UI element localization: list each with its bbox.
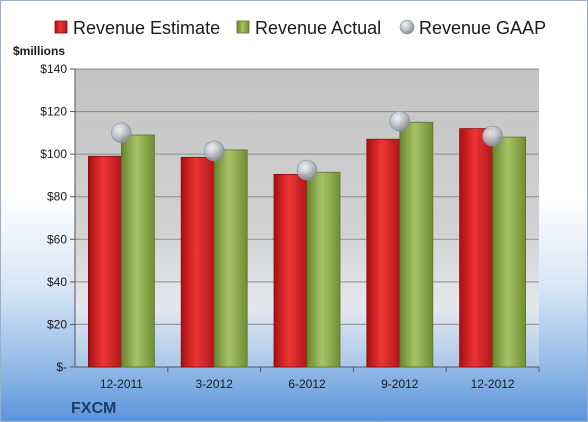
legend-swatch: [236, 20, 250, 34]
bar-revenue-actual: [306, 171, 341, 368]
gaap-markers: [111, 110, 503, 181]
bar-revenue-estimate: [273, 173, 308, 368]
x-tick-label: 3-2012: [196, 377, 234, 391]
bar-revenue-actual: [213, 149, 248, 368]
y-tick-label: $80: [47, 190, 67, 204]
legend-label: Revenue Actual: [255, 18, 381, 38]
bar-revenue-estimate: [366, 138, 401, 368]
legend-label: Revenue GAAP: [419, 18, 546, 38]
marker-revenue-gaap: [111, 122, 132, 144]
x-tick-label: 9-2012: [381, 377, 419, 391]
y-tick-label: $140: [40, 62, 67, 76]
x-axis-ticks: 12-2011 3-2012 6-2012 9-2012 12-2012: [100, 367, 540, 391]
bars: [88, 121, 527, 368]
bar-revenue-actual: [492, 136, 527, 368]
bar-revenue-estimate: [88, 155, 122, 368]
marker-revenue-gaap: [389, 110, 411, 132]
legend-swatch: [54, 20, 68, 34]
bar-revenue-estimate: [180, 156, 215, 368]
y-tick-label: $20: [47, 317, 67, 331]
legend-label: Revenue Estimate: [73, 18, 220, 38]
x-tick-label: 6-2012: [288, 377, 326, 391]
ticker-label: FXCM: [71, 400, 116, 417]
legend-swatch: [399, 19, 415, 35]
y-tick-label: $-: [56, 360, 67, 374]
y-tick-label: $60: [47, 232, 67, 246]
marker-revenue-gaap: [482, 125, 503, 147]
y-tick-label: $120: [40, 105, 67, 119]
marker-revenue-gaap: [296, 159, 318, 181]
y-axis-unit-label: $millions: [13, 44, 65, 58]
legend: Revenue Estimate Revenue Actual Revenue GA…: [54, 18, 546, 38]
y-tick-label: $100: [40, 147, 67, 161]
bar-revenue-estimate: [459, 128, 494, 368]
x-tick-label: 12-2012: [471, 377, 515, 391]
marker-revenue-gaap: [203, 140, 225, 162]
bar-revenue-actual: [121, 134, 155, 368]
bar-revenue-actual: [399, 121, 434, 368]
x-tick-label: 12-2011: [100, 377, 143, 391]
y-tick-label: $40: [47, 275, 67, 289]
